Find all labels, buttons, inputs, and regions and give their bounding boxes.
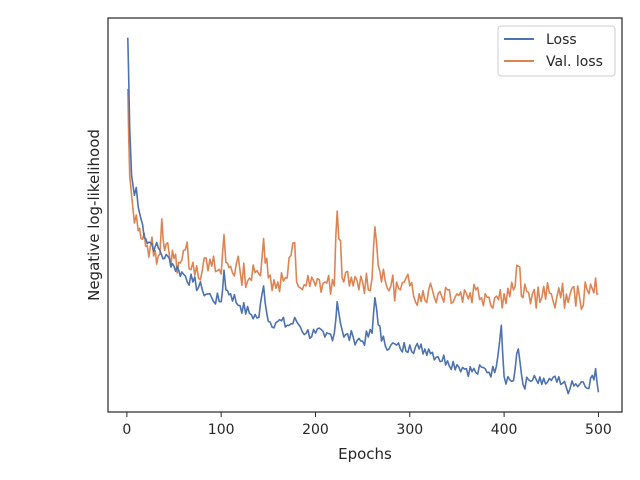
series-line-val-loss <box>127 88 599 311</box>
series-lines <box>127 37 600 395</box>
x-axis-label: Epochs <box>338 445 392 463</box>
plot-area <box>107 17 623 413</box>
legend: Loss Val. loss <box>497 25 616 77</box>
series-line-loss <box>127 37 600 395</box>
x-tick-label: 300 <box>396 422 423 438</box>
legend-label-val-loss: Val. loss <box>546 54 603 70</box>
x-tick-label: 500 <box>585 422 612 438</box>
x-tick-label: 200 <box>302 422 329 438</box>
legend-label-loss: Loss <box>546 32 577 48</box>
x-tick-label: 100 <box>208 422 235 438</box>
x-tick-label: 400 <box>491 422 518 438</box>
x-axis-ticks: 0 100 200 300 400 500 <box>122 412 612 438</box>
x-tick-label: 0 <box>122 422 131 438</box>
y-axis-label: Negative log-likelihood <box>85 129 103 301</box>
